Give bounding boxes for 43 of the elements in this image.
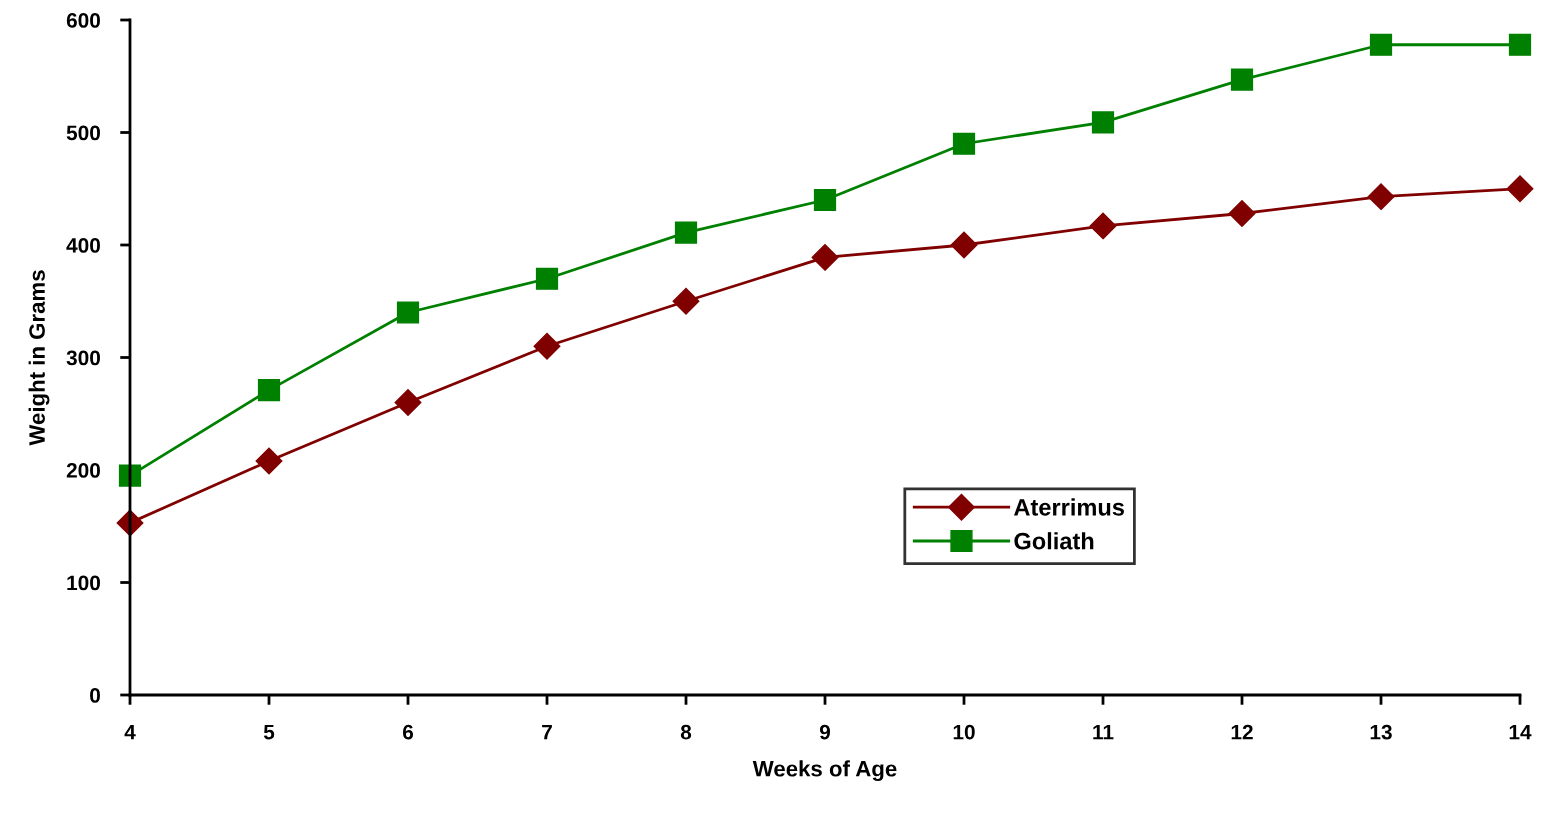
y-tick-label: 200: [66, 463, 100, 478]
y-tick-label: 100: [67, 575, 100, 591]
x-axis-title: Weeks of Age: [752, 760, 897, 782]
x-tick-label: 8: [680, 724, 692, 740]
point: [1367, 183, 1395, 211]
point: [813, 188, 837, 212]
x-tick-label: 10: [953, 724, 975, 740]
x-tick-label: 12: [1231, 724, 1253, 740]
point: [533, 332, 561, 360]
x-tick-label: 4: [124, 724, 136, 740]
point: [394, 389, 422, 416]
point: [1228, 200, 1256, 227]
legend-label: Goliath: [1014, 532, 1094, 550]
point: [118, 464, 142, 487]
point: [811, 243, 839, 271]
y-tick-label: 600: [66, 13, 100, 28]
x-tick-label: 7: [542, 724, 552, 740]
point: [1230, 68, 1254, 91]
x-tick-label: 5: [263, 724, 275, 740]
point: [1369, 33, 1393, 56]
point: [674, 221, 698, 244]
x-tick-label: 9: [819, 724, 831, 740]
y-axis-title: Weight in Grams: [28, 270, 50, 446]
x-tick-label: 11: [1093, 724, 1114, 740]
y-tick-label: 400: [66, 238, 100, 253]
point: [950, 231, 978, 259]
point: [255, 447, 283, 475]
y-tick-label: 500: [66, 125, 100, 141]
x-tick-label: 13: [1370, 724, 1392, 740]
point: [257, 379, 281, 402]
legend-label: Aterrimus: [1014, 498, 1124, 516]
point: [1089, 212, 1117, 240]
point: [535, 267, 559, 290]
x-tick-label: 6: [402, 724, 414, 740]
y-tick-label: 0: [90, 688, 100, 703]
point: [1506, 175, 1534, 203]
x-tick-label: 14: [1509, 724, 1532, 740]
point: [672, 287, 700, 315]
point: [952, 132, 976, 155]
point: [1091, 111, 1115, 134]
y-tick-label: 300: [66, 350, 100, 366]
point: [1508, 33, 1532, 56]
point: [396, 301, 420, 324]
